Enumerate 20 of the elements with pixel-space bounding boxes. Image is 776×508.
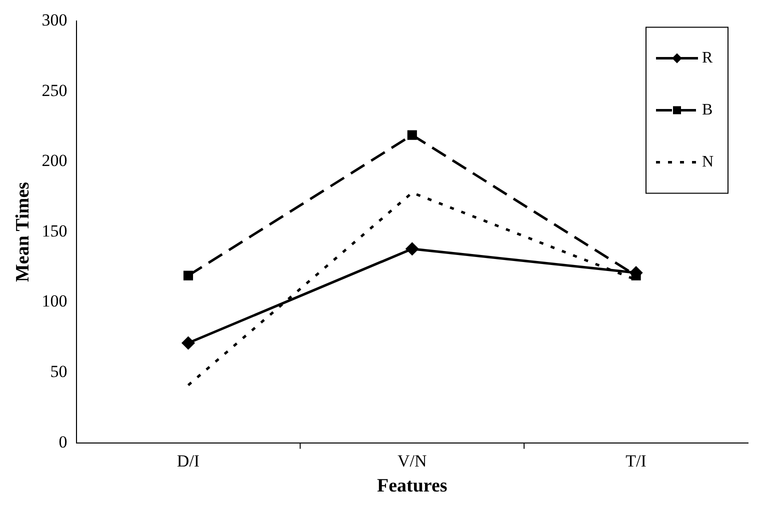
y-tick-label: 50 [50, 362, 68, 381]
y-axis-title: Mean Times [12, 182, 34, 282]
x-tick-label: T/I [626, 451, 647, 470]
point [407, 130, 417, 140]
point [182, 336, 194, 350]
y-tick-label: 150 [42, 221, 68, 240]
legend-label: B [702, 101, 713, 118]
y-tick-label: 200 [42, 151, 68, 170]
y-tick-label: 300 [42, 10, 68, 30]
x-tick-label: V/N [398, 451, 427, 470]
point [406, 242, 418, 256]
legend-label: N [702, 153, 714, 170]
y-tick-label: 100 [42, 292, 68, 311]
point [183, 270, 194, 280]
legend-label: R [702, 49, 713, 66]
x-tick-label: D/I [176, 451, 200, 470]
y-tick-label: 250 [42, 80, 68, 100]
x-axis-title: Features [376, 476, 448, 497]
y-tick-label: 0 [58, 432, 68, 452]
point [631, 270, 641, 280]
